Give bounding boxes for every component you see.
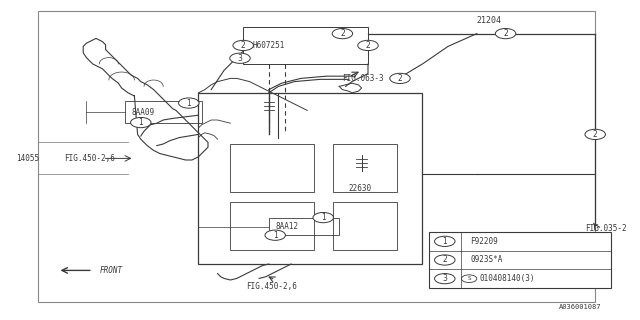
Text: 22630: 22630 xyxy=(349,184,372,193)
Text: 8AA12: 8AA12 xyxy=(275,222,298,231)
Text: 3: 3 xyxy=(442,274,447,283)
Circle shape xyxy=(332,28,353,39)
Circle shape xyxy=(435,255,455,265)
Circle shape xyxy=(131,117,151,128)
Circle shape xyxy=(358,40,378,51)
Circle shape xyxy=(313,212,333,223)
Bar xyxy=(243,27,368,64)
Text: FIG.035-2: FIG.035-2 xyxy=(586,224,627,233)
Text: 14055: 14055 xyxy=(16,154,39,163)
Text: FIG.450-2,6: FIG.450-2,6 xyxy=(64,154,115,163)
Bar xyxy=(269,218,339,235)
Text: 1: 1 xyxy=(321,213,326,222)
Text: FRONT: FRONT xyxy=(99,266,122,275)
Circle shape xyxy=(233,40,253,51)
Bar xyxy=(38,11,595,302)
Bar xyxy=(230,144,314,192)
Text: 2: 2 xyxy=(593,130,598,139)
Circle shape xyxy=(585,129,605,140)
Text: 010408140(3): 010408140(3) xyxy=(480,274,536,283)
Circle shape xyxy=(179,98,199,108)
Bar xyxy=(125,101,202,123)
Text: 1: 1 xyxy=(138,118,143,127)
Text: 2: 2 xyxy=(365,41,371,50)
Circle shape xyxy=(390,73,410,84)
Circle shape xyxy=(265,230,285,240)
Circle shape xyxy=(435,274,455,284)
Text: 3: 3 xyxy=(237,54,243,63)
Text: 0923S*A: 0923S*A xyxy=(470,255,503,265)
Text: FIG.450-2,6: FIG.450-2,6 xyxy=(246,282,298,291)
Text: FIG.063-3: FIG.063-3 xyxy=(342,74,384,83)
Bar xyxy=(429,232,611,288)
Text: S: S xyxy=(467,276,471,281)
Text: 2: 2 xyxy=(442,255,447,265)
Circle shape xyxy=(495,28,516,39)
Bar xyxy=(230,202,314,250)
Text: 2: 2 xyxy=(397,74,403,83)
Circle shape xyxy=(230,53,250,63)
Text: 21204: 21204 xyxy=(477,16,502,25)
Text: 1: 1 xyxy=(273,231,278,240)
Text: 2: 2 xyxy=(340,29,345,38)
Text: H607251: H607251 xyxy=(253,41,285,50)
Circle shape xyxy=(435,236,455,246)
Bar xyxy=(333,202,397,250)
Text: 2: 2 xyxy=(241,41,246,50)
Text: A036001087: A036001087 xyxy=(559,304,602,310)
Text: 2: 2 xyxy=(503,29,508,38)
Bar xyxy=(333,144,397,192)
Bar xyxy=(198,93,422,264)
Text: 1: 1 xyxy=(186,99,191,108)
Text: 1: 1 xyxy=(442,237,447,246)
Text: F92209: F92209 xyxy=(470,237,498,246)
Text: 8AA09: 8AA09 xyxy=(131,108,154,117)
